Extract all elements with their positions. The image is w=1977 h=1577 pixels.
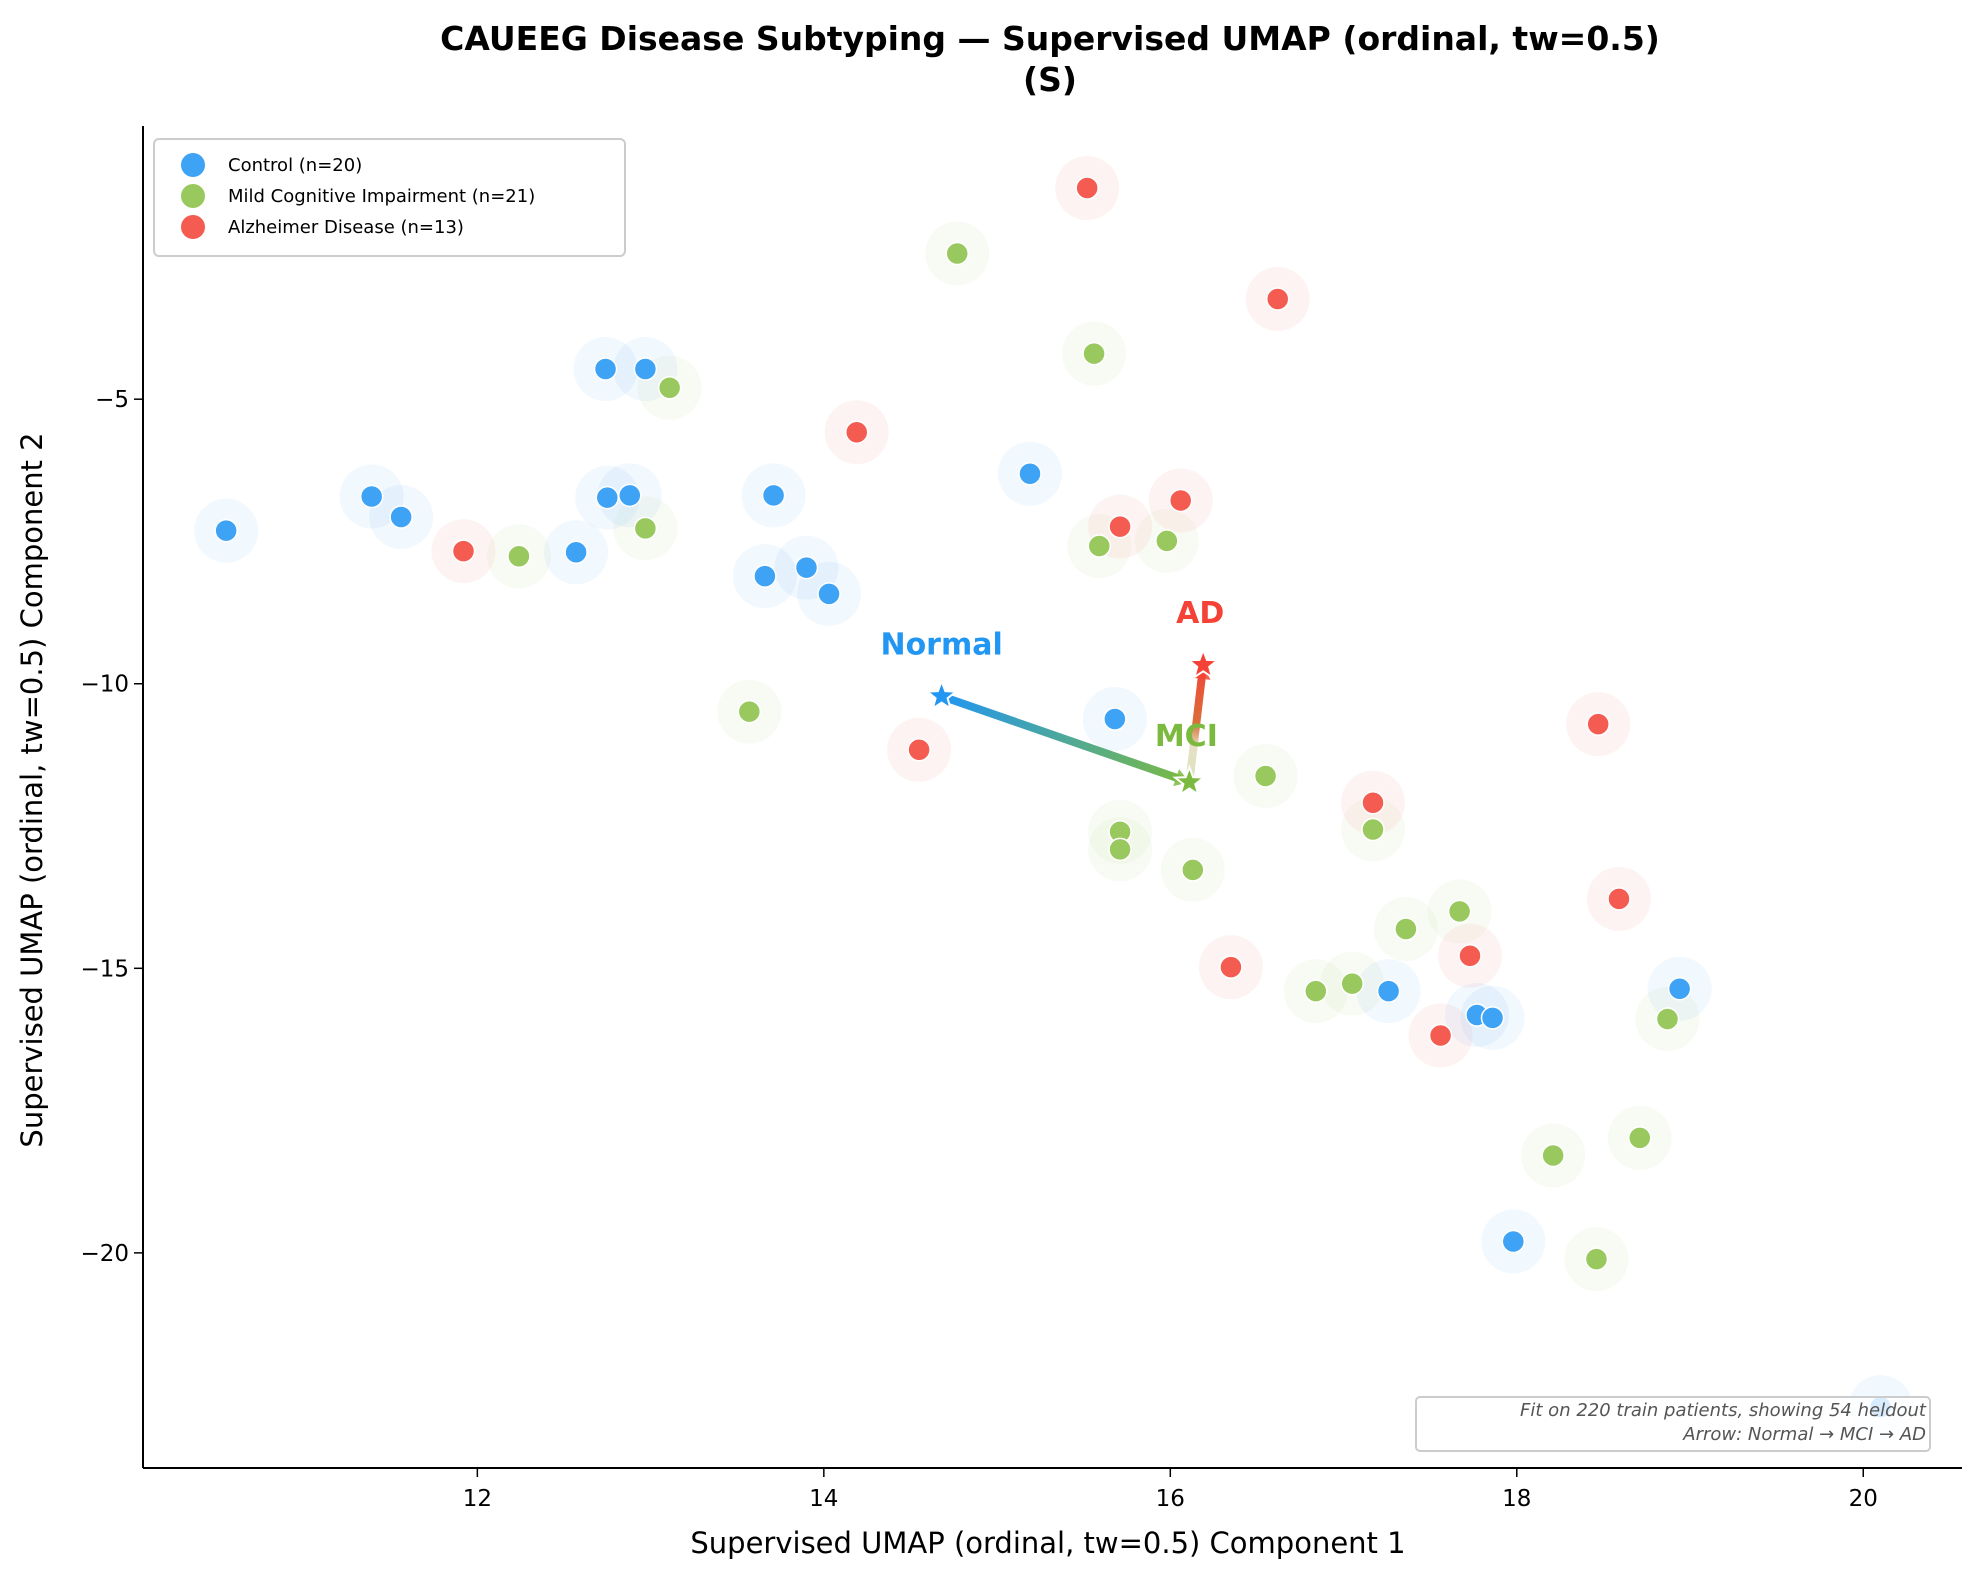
point-control[interactable] bbox=[1480, 1006, 1505, 1030]
point-mci[interactable] bbox=[1087, 534, 1112, 558]
point-ad[interactable] bbox=[1428, 1023, 1453, 1048]
point-mci[interactable] bbox=[633, 516, 658, 541]
legend-marker-ad bbox=[181, 215, 205, 239]
point-mci[interactable] bbox=[1655, 1007, 1680, 1031]
point-control[interactable] bbox=[1501, 1229, 1526, 1254]
point-ad[interactable] bbox=[1265, 287, 1290, 311]
point-ad[interactable] bbox=[844, 420, 869, 444]
point-ad[interactable] bbox=[907, 738, 931, 762]
annotation-box: Fit on 220 train patients, showing 54 he… bbox=[1415, 1396, 1931, 1452]
point-control[interactable] bbox=[1018, 461, 1042, 486]
centroid-star-normal[interactable] bbox=[924, 678, 959, 711]
point-control[interactable] bbox=[593, 357, 618, 381]
point-mci[interactable] bbox=[1155, 529, 1179, 553]
point-mci[interactable] bbox=[507, 544, 531, 569]
x-tick-label: 18 bbox=[1502, 1486, 1531, 1512]
point-mci[interactable] bbox=[1108, 837, 1132, 862]
annotation-line-1: Fit on 220 train patients, showing 54 he… bbox=[1520, 1400, 1927, 1421]
x-tick-label: 14 bbox=[809, 1486, 838, 1512]
point-mci[interactable] bbox=[1628, 1126, 1652, 1150]
trajectory-segment bbox=[937, 692, 1194, 787]
chart-title: CAUEEG Disease Subtyping — Supervised UM… bbox=[440, 19, 1660, 58]
point-mci[interactable] bbox=[1181, 858, 1205, 882]
y-ticks: −5 −10 −15 −20 bbox=[80, 387, 143, 1267]
annotation-line-2: Arrow: Normal → MCI → AD bbox=[1682, 1424, 1926, 1445]
point-mci[interactable] bbox=[737, 699, 762, 724]
point-control[interactable] bbox=[1103, 707, 1127, 731]
point-ad[interactable] bbox=[1108, 514, 1132, 539]
centroid-label-ad: AD bbox=[1176, 596, 1224, 631]
centroid-star-ad[interactable] bbox=[1186, 647, 1221, 680]
point-mci[interactable] bbox=[1541, 1143, 1565, 1168]
point-control[interactable] bbox=[389, 505, 413, 529]
y-tick-label: −20 bbox=[80, 1241, 129, 1267]
y-tick-label: −5 bbox=[95, 387, 129, 413]
point-control[interactable] bbox=[359, 484, 384, 509]
x-tick-label: 20 bbox=[1849, 1486, 1878, 1512]
centroid-label-mci: MCI bbox=[1155, 719, 1218, 754]
point-control[interactable] bbox=[761, 483, 786, 508]
x-tick-label: 16 bbox=[1156, 1486, 1185, 1512]
point-mci[interactable] bbox=[1394, 917, 1418, 941]
y-tick-label: −15 bbox=[80, 956, 129, 982]
point-control[interactable] bbox=[817, 582, 841, 606]
point-ad[interactable] bbox=[1607, 887, 1631, 911]
centroid-star-mci[interactable] bbox=[1172, 764, 1207, 797]
centroid-markers: Normal MCI AD bbox=[880, 596, 1224, 797]
point-control[interactable] bbox=[618, 483, 642, 508]
point-ad[interactable] bbox=[1219, 955, 1243, 979]
point-control[interactable] bbox=[1667, 977, 1692, 1001]
point-mci[interactable] bbox=[1340, 971, 1364, 996]
point-mci[interactable] bbox=[945, 241, 969, 266]
point-halos bbox=[194, 156, 1913, 1440]
legend-marker-mci bbox=[181, 184, 205, 208]
legend-marker-control bbox=[181, 153, 205, 177]
axes bbox=[142, 126, 1962, 1469]
centroid-label-normal: Normal bbox=[880, 627, 1002, 662]
point-ad[interactable] bbox=[1458, 944, 1482, 968]
legend-box bbox=[153, 138, 626, 257]
legend: Control (n=20) Mild Cognitive Impairment… bbox=[153, 138, 626, 257]
x-tick-label: 12 bbox=[463, 1486, 492, 1512]
point-ad[interactable] bbox=[1168, 488, 1193, 513]
y-tick-label: −10 bbox=[80, 672, 129, 698]
x-ticks: 12 14 16 18 20 bbox=[463, 1468, 1878, 1512]
point-ad[interactable] bbox=[1075, 176, 1099, 200]
point-control[interactable] bbox=[794, 555, 819, 580]
point-mci[interactable] bbox=[1253, 764, 1278, 788]
point-mci[interactable] bbox=[1304, 979, 1328, 1003]
point-control[interactable] bbox=[564, 540, 588, 565]
point-control[interactable] bbox=[633, 357, 658, 381]
point-mci[interactable] bbox=[1584, 1247, 1609, 1271]
annotation-frame bbox=[1415, 1396, 1931, 1452]
point-ad[interactable] bbox=[1586, 712, 1610, 736]
point-mci[interactable] bbox=[1447, 899, 1472, 924]
y-axis-label: Supervised UMAP (ordinal, tw=0.5) Compon… bbox=[15, 432, 49, 1147]
point-mci[interactable] bbox=[1082, 341, 1106, 366]
point-ad[interactable] bbox=[1361, 790, 1385, 815]
data-points bbox=[214, 176, 1893, 1419]
trajectory-segment bbox=[1185, 660, 1208, 787]
legend-label-ad: Alzheimer Disease (n=13) bbox=[228, 217, 464, 238]
point-control[interactable] bbox=[1376, 979, 1401, 1003]
legend-label-control: Control (n=20) bbox=[228, 155, 362, 176]
chart-title-line2: (S) bbox=[1023, 60, 1077, 99]
legend-label-mci: Mild Cognitive Impairment (n=21) bbox=[228, 186, 535, 207]
point-mci[interactable] bbox=[657, 376, 682, 400]
x-axis-label: Supervised UMAP (ordinal, tw=0.5) Compon… bbox=[690, 1526, 1405, 1560]
point-ad[interactable] bbox=[451, 539, 476, 563]
point-control[interactable] bbox=[214, 518, 238, 543]
point-mci[interactable] bbox=[1361, 817, 1385, 842]
point-control[interactable] bbox=[753, 564, 777, 588]
point-control[interactable] bbox=[595, 485, 620, 510]
